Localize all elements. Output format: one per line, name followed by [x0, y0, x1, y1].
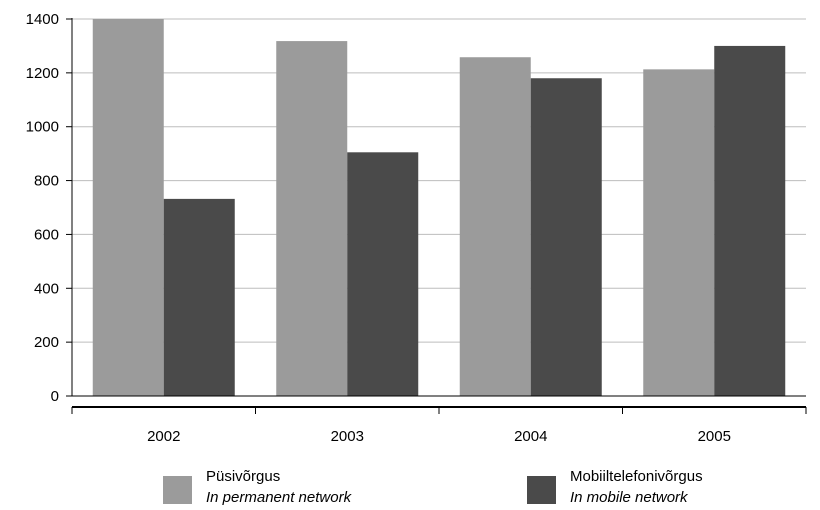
bar-mobile-2005	[714, 45, 786, 397]
legend-label-permanent: Püsivõrgus In permanent network	[206, 466, 351, 508]
y-tick-label: 1400	[26, 11, 59, 28]
legend-item-permanent: Püsivõrgus In permanent network	[163, 466, 351, 508]
x-tick-label: 2004	[514, 428, 547, 445]
bar-permanent-2005	[643, 69, 715, 396]
bar-permanent-2004	[459, 57, 531, 396]
axes	[66, 18, 807, 414]
y-tick-label: 1000	[26, 119, 59, 136]
y-tick-label: 0	[51, 388, 59, 405]
legend-swatch-permanent	[163, 476, 192, 504]
y-tick-label: 400	[34, 280, 59, 297]
legend-name-en-permanent: In permanent network	[206, 489, 352, 506]
legend-item-mobile: Mobiiltelefonivõrgus In mobile network	[527, 466, 703, 508]
bar-mobile-2003	[347, 152, 419, 396]
y-tick-label: 1200	[26, 65, 59, 82]
y-tick-label: 800	[34, 173, 59, 190]
y-tick-labels: 0 200 400 600 800 1000 1200 1400	[26, 11, 59, 405]
bar-permanent-2003	[276, 41, 348, 397]
bars	[92, 19, 786, 397]
bar-mobile-2004	[530, 78, 602, 396]
y-tick-label: 600	[34, 226, 59, 243]
x-tick-label: 2002	[147, 428, 180, 445]
y-tick-label: 200	[34, 334, 59, 351]
x-tick-label: 2005	[698, 428, 731, 445]
x-tick-labels: 2002 2003 2004 2005	[147, 428, 731, 445]
legend-swatch-mobile	[527, 476, 556, 504]
legend-name-mobile: Mobiiltelefonivõrgus	[570, 468, 703, 485]
legend-name-permanent: Püsivõrgus	[206, 468, 281, 485]
legend-label-mobile: Mobiiltelefonivõrgus In mobile network	[570, 466, 703, 508]
legend-name-en-mobile: In mobile network	[570, 489, 688, 506]
bar-mobile-2002	[163, 198, 235, 396]
x-tick-label: 2003	[331, 428, 364, 445]
bar-permanent-2002	[92, 19, 164, 396]
